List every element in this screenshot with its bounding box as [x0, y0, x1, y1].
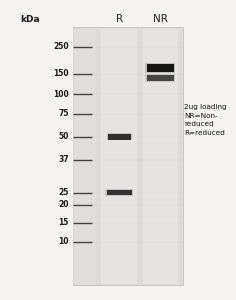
Text: 20: 20 — [58, 200, 69, 209]
Bar — [105, 189, 133, 196]
Bar — [147, 64, 174, 72]
Text: 250: 250 — [53, 42, 69, 51]
Bar — [106, 133, 132, 140]
Text: 150: 150 — [53, 69, 69, 78]
Text: 2ug loading
NR=Non-
reduced
R=reduced: 2ug loading NR=Non- reduced R=reduced — [184, 104, 227, 136]
Text: R: R — [116, 14, 123, 25]
Bar — [147, 75, 174, 81]
Text: 10: 10 — [58, 237, 69, 246]
Text: 100: 100 — [53, 90, 69, 99]
Text: 25: 25 — [58, 188, 69, 197]
Text: 50: 50 — [58, 132, 69, 141]
Bar — [101, 28, 137, 284]
Bar — [108, 134, 131, 140]
Text: kDa: kDa — [20, 15, 40, 24]
Text: 37: 37 — [58, 155, 69, 164]
Bar — [106, 190, 132, 195]
Text: NR: NR — [153, 14, 168, 25]
Bar — [73, 27, 183, 285]
Text: 15: 15 — [58, 218, 69, 227]
Bar — [145, 74, 175, 82]
Bar — [143, 28, 178, 284]
Bar — [145, 63, 175, 73]
Bar — [73, 28, 96, 284]
Text: 75: 75 — [58, 110, 69, 118]
